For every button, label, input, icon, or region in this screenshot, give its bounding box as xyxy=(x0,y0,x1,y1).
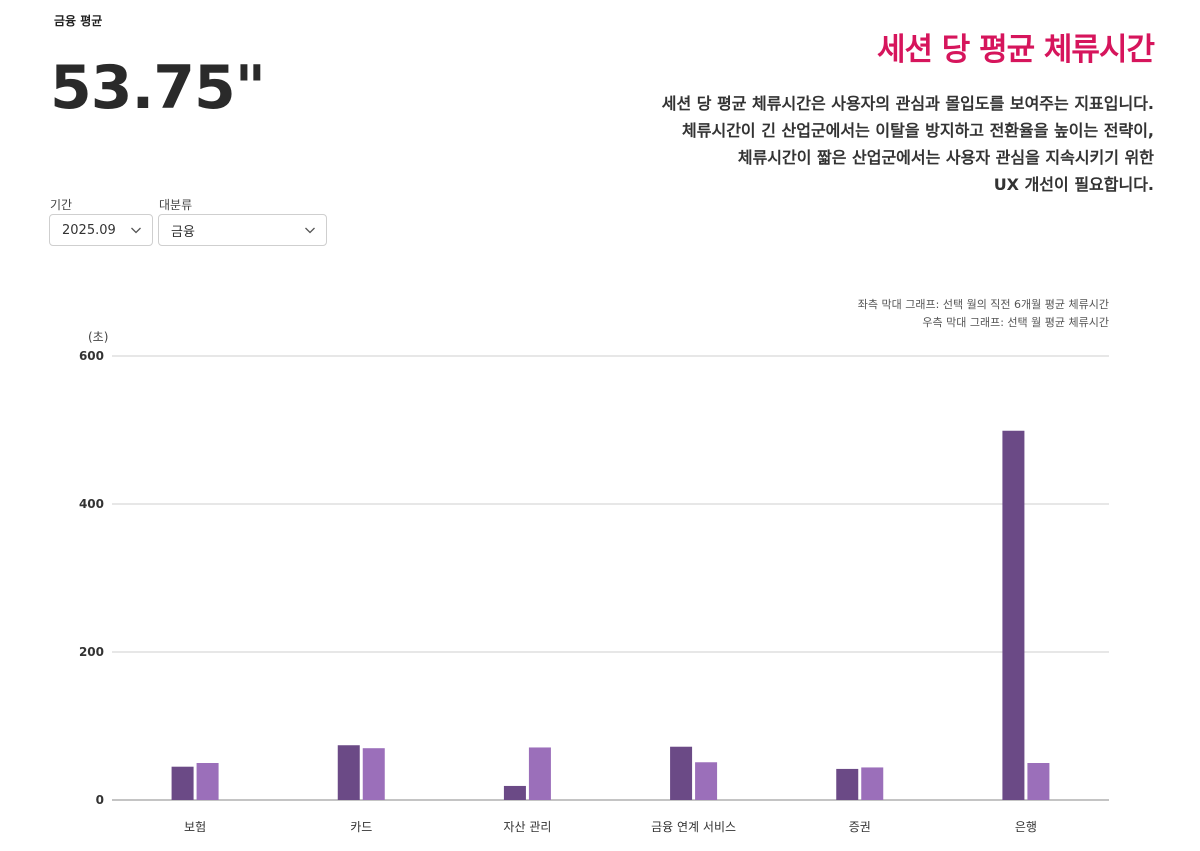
period-filter-label: 기간 xyxy=(50,198,73,212)
legend-note-left: 좌측 막대 그래프: 선택 월의 직전 6개월 평균 체류시간 xyxy=(857,298,1109,311)
bar-selected-month xyxy=(1027,763,1050,800)
x-tick-label: 카드 xyxy=(350,820,372,834)
x-tick-label: 자산 관리 xyxy=(503,820,551,834)
period-select-value: 2025.09 xyxy=(62,222,116,238)
page-title: 세션 당 평균 체류시간 xyxy=(876,32,1155,68)
bar-prev-6m-avg xyxy=(1002,430,1025,800)
average-label: 금융 평균 xyxy=(54,14,103,28)
legend-note-right: 우측 막대 그래프: 선택 월 평균 체류시간 xyxy=(922,316,1109,329)
bar-prev-6m-avg xyxy=(836,768,859,800)
bar-selected-month xyxy=(362,748,385,800)
description-line: 세션 당 평균 체류시간은 사용자의 관심과 몰입도를 보여주는 지표입니다. xyxy=(661,94,1154,113)
bar-prev-6m-avg xyxy=(670,746,693,800)
period-select[interactable]: 2025.09 xyxy=(49,214,153,246)
chevron-down-icon xyxy=(131,227,141,234)
bar-prev-6m-avg xyxy=(337,745,360,800)
y-tick-label: 200 xyxy=(79,645,104,659)
category-filter-label: 대분류 xyxy=(159,198,193,212)
bar-selected-month xyxy=(861,767,884,800)
x-tick-label: 금융 연계 서비스 xyxy=(651,820,736,834)
y-tick-label: 0 xyxy=(96,793,104,807)
x-tick-label: 은행 xyxy=(1015,819,1037,834)
bar-selected-month xyxy=(196,763,219,800)
y-tick-label: 600 xyxy=(79,349,104,363)
average-value: 53.75" xyxy=(50,53,266,123)
description-line: UX 개선이 필요합니다. xyxy=(993,175,1154,194)
bar-selected-month xyxy=(528,747,551,800)
category-select-value: 금융 xyxy=(171,224,195,240)
bar-selected-month xyxy=(695,762,718,800)
y-axis-unit: (초) xyxy=(88,330,109,344)
x-tick-label: 증권 xyxy=(849,820,871,834)
category-select[interactable]: 금융 xyxy=(158,214,327,246)
chevron-down-icon xyxy=(305,227,315,234)
y-tick-label: 400 xyxy=(79,497,104,511)
description-line: 체류시간이 짧은 산업군에서는 사용자 관심을 지속시키기 위한 xyxy=(737,148,1154,167)
bar-prev-6m-avg xyxy=(171,766,194,800)
x-tick-label: 보험 xyxy=(184,820,206,834)
bar-prev-6m-avg xyxy=(503,785,526,800)
description: 세션 당 평균 체류시간은 사용자의 관심과 몰입도를 보여주는 지표입니다. … xyxy=(534,90,1154,198)
description-line: 체류시간이 긴 산업군에서는 이탈을 방지하고 전환율을 높이는 전략이, xyxy=(682,121,1154,140)
